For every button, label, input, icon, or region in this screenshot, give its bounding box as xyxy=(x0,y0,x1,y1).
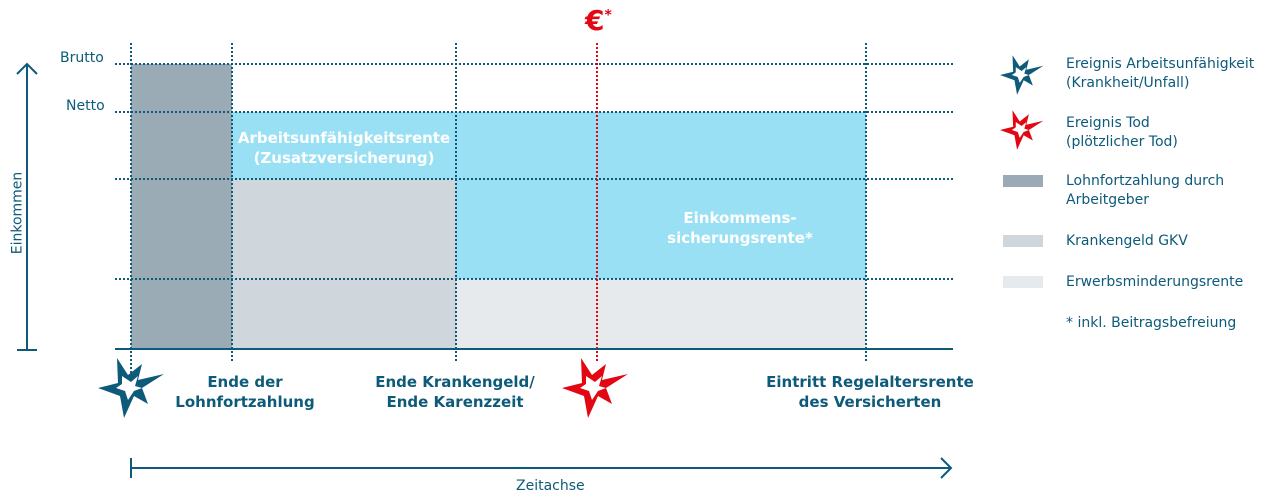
legend-item: Lohnfortzahlung durch Arbeitgeber xyxy=(1066,172,1224,210)
arbeitsunfaehigkeitsrente-block xyxy=(232,112,456,179)
einkommenssicherungsrente-block xyxy=(456,112,866,279)
y-axis-arrow xyxy=(16,62,38,351)
brutto-line xyxy=(115,63,953,65)
lohnfortzahlung-block xyxy=(131,64,232,349)
star-burst-icon xyxy=(562,358,628,418)
netto-line xyxy=(115,111,953,113)
euro-asterisk: * xyxy=(604,7,612,24)
legend-footnote: * inkl. Beitragsbefreiung xyxy=(1066,314,1236,333)
legend-item: Ereignis Tod (plötzlicher Tod) xyxy=(1066,114,1178,152)
arbeitsunfaehigkeitsrente-label: Arbeitsunfähigkeitsrente (Zusatzversiche… xyxy=(232,128,456,168)
label-line: (plötzlicher Tod) xyxy=(1066,134,1178,150)
erwerbsminderungsrente-block xyxy=(456,279,866,349)
x-baseline xyxy=(115,348,953,350)
x-axis-arrow xyxy=(130,457,953,479)
death-line xyxy=(596,43,598,361)
level-line xyxy=(115,178,953,180)
label-line: Lohnfortzahlung xyxy=(175,393,315,411)
label-line: * inkl. Beitragsbefreiung xyxy=(1066,315,1237,331)
label-line: Ende der xyxy=(207,373,283,391)
x-axis-label: Zeitachse xyxy=(516,478,585,494)
legend-item: Ereignis Arbeitsunfähigkeit (Krankheit/Un… xyxy=(1066,55,1254,93)
label-line: Krankengeld GKV xyxy=(1066,233,1188,249)
label-line: Ende Krankengeld/ xyxy=(375,373,535,391)
milestone-label: Eintritt Regelaltersrente des Versichert… xyxy=(740,372,1000,412)
netto-label: Netto xyxy=(66,98,105,114)
milestone-line xyxy=(865,43,867,361)
label-line: Arbeitsunfähigkeitsrente xyxy=(237,129,451,147)
milestone-line xyxy=(455,43,457,361)
label-line: Einkommens- xyxy=(683,209,797,227)
label-line: sicherungsrente* xyxy=(667,229,813,247)
krankengeld-block xyxy=(232,179,456,349)
milestone-line xyxy=(231,43,233,361)
euro-marker: €* xyxy=(585,4,612,37)
legend-swatch-krankengeld xyxy=(1003,235,1043,247)
label-line: Lohnfortzahlung durch xyxy=(1066,173,1225,189)
milestone-label: Ende Krankengeld/ Ende Karenzzeit xyxy=(350,372,560,412)
star-burst-icon xyxy=(1000,110,1044,150)
label-line: (Krankheit/Unfall) xyxy=(1066,75,1190,91)
legend-swatch-erwerbsminderungsrente xyxy=(1003,276,1043,288)
label-line: Ereignis Tod xyxy=(1066,115,1150,131)
label-line: Ende Karenzzeit xyxy=(386,393,524,411)
legend-swatch-lohnfortzahlung xyxy=(1003,175,1043,187)
legend-item: Krankengeld GKV xyxy=(1066,232,1188,251)
y-axis-label: Einkommen xyxy=(9,171,26,255)
star-burst-icon xyxy=(98,358,164,418)
label-line: (Zusatzversicherung) xyxy=(253,149,435,167)
milestone-line xyxy=(130,43,132,373)
level-line xyxy=(115,278,953,280)
brutto-label: Brutto xyxy=(60,50,104,66)
milestone-label: Ende der Lohnfortzahlung xyxy=(160,372,330,412)
label-line: des Versicherten xyxy=(798,393,942,411)
label-line: Eintritt Regelaltersrente xyxy=(766,373,974,391)
einkommenssicherungsrente-label: Einkommens- sicherungsrente* xyxy=(640,208,840,248)
legend-item: Erwerbsminderungsrente xyxy=(1066,273,1243,292)
label-line: Erwerbsminderungsrente xyxy=(1066,274,1244,290)
euro-symbol: € xyxy=(585,4,605,37)
label-line: Ereignis Arbeitsunfähigkeit xyxy=(1066,56,1255,72)
label-line: Arbeitgeber xyxy=(1066,192,1149,208)
star-burst-icon xyxy=(1000,55,1044,95)
